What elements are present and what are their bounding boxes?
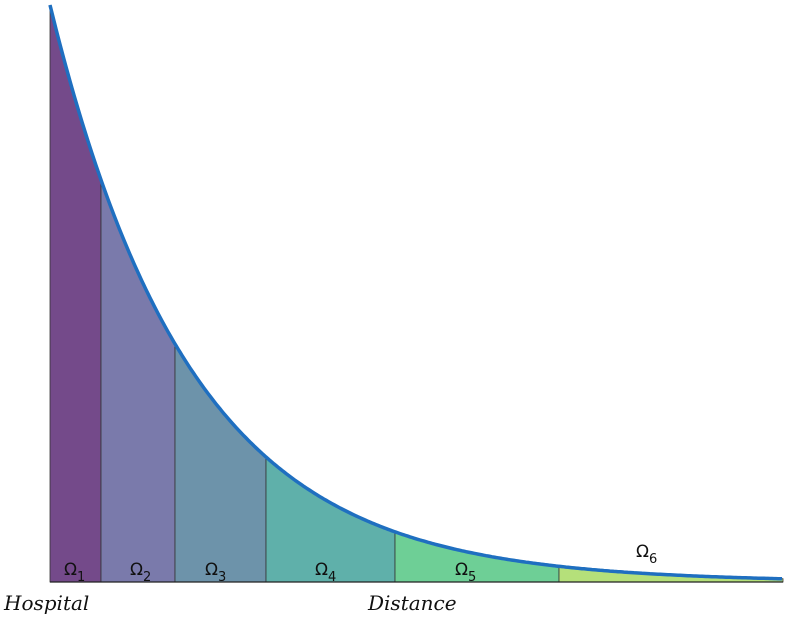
region-subscript: 2 <box>143 570 151 585</box>
region <box>49 4 102 583</box>
region-subscript: 4 <box>328 570 336 585</box>
region-symbol: Ω <box>455 560 468 580</box>
region-symbol: Ω <box>205 560 218 580</box>
region-label: Ω5 <box>455 560 476 585</box>
decay-curve <box>48 4 783 581</box>
region-subscript: 3 <box>218 570 226 585</box>
region-label: Ω4 <box>315 560 336 585</box>
region-subscript: 5 <box>468 570 476 585</box>
region-symbol: Ω <box>64 560 77 580</box>
axis-label: Distance <box>367 591 457 615</box>
region <box>100 179 176 583</box>
region-subscript: 6 <box>649 552 657 567</box>
regions <box>49 4 784 583</box>
region-symbol: Ω <box>315 560 328 580</box>
region-label: Ω6 <box>636 542 657 567</box>
region-symbol: Ω <box>636 542 649 562</box>
region-symbol: Ω <box>130 560 143 580</box>
region <box>265 456 396 583</box>
region-subscript: 1 <box>77 570 85 585</box>
region-label: Ω2 <box>130 560 151 585</box>
region-label: Ω3 <box>205 560 226 585</box>
region <box>174 342 267 583</box>
origin-label: Hospital <box>3 591 89 615</box>
region-label: Ω1 <box>64 560 85 585</box>
